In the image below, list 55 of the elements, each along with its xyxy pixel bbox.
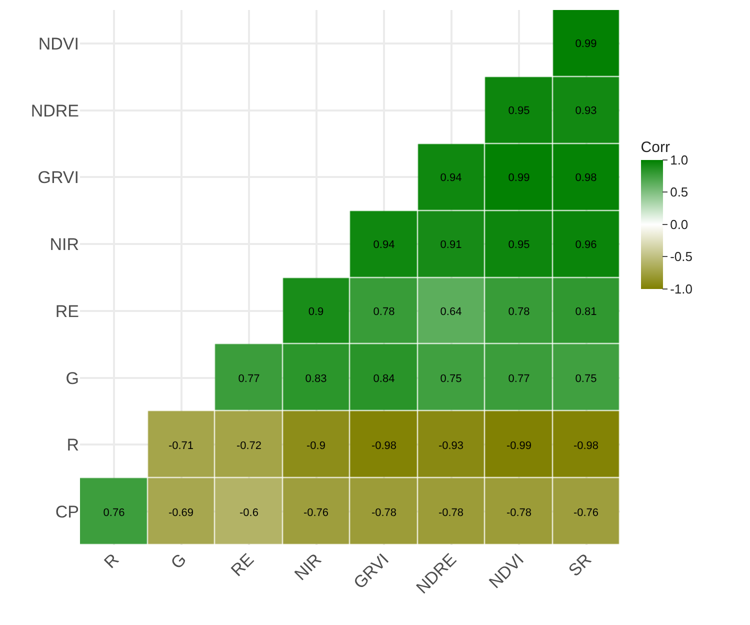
y-tick-label: G — [66, 368, 79, 388]
data-label: 0.95 — [508, 104, 530, 117]
data-label: 0.84 — [373, 372, 395, 385]
data-label: -0.98 — [573, 440, 599, 452]
data-label: 0.9 — [308, 306, 324, 318]
y-tick-label: RE — [55, 302, 79, 321]
color-bar-label: 1.0 — [670, 152, 688, 168]
data-label: -0.6 — [240, 506, 258, 519]
color-bar-label: 0.0 — [670, 216, 688, 232]
y-tick-label: NDVI — [38, 34, 79, 54]
color-bar-title: Corr — [640, 139, 670, 156]
color-bar-label: -1.0 — [670, 281, 693, 296]
data-label: 0.94 — [373, 238, 395, 251]
data-label: -0.76 — [303, 506, 329, 519]
y-tick-label: R — [66, 436, 79, 455]
data-label: -0.98 — [371, 440, 397, 452]
data-label: 0.98 — [575, 172, 597, 184]
data-label: 0.77 — [508, 372, 530, 385]
x-tick-label: RE — [227, 550, 258, 580]
data-label: -0.72 — [236, 440, 262, 452]
data-label: 0.93 — [575, 104, 597, 117]
data-label: 0.94 — [440, 172, 462, 184]
data-label: 0.96 — [575, 238, 597, 251]
data-label: 0.81 — [575, 306, 597, 318]
data-label: 0.95 — [508, 238, 530, 251]
data-label: -0.76 — [573, 506, 599, 519]
data-label: 0.78 — [508, 306, 530, 318]
x-tick-label: SR — [564, 550, 596, 580]
data-label: -0.78 — [506, 506, 532, 519]
data-label: -0.9 — [306, 440, 326, 452]
data-label: 0.77 — [238, 372, 260, 385]
data-label: -0.78 — [438, 506, 464, 519]
data-label: -0.78 — [371, 506, 397, 519]
data-label: 0.99 — [575, 38, 597, 50]
y-tick-label: GRVI — [38, 168, 79, 188]
data-label: 0.75 — [575, 372, 597, 385]
y-tick-label: NDRE — [30, 101, 79, 120]
y-tick-label: NIR — [50, 235, 79, 254]
x-tick-label: R — [100, 550, 123, 572]
color-bar-label: 0.5 — [670, 184, 688, 200]
data-label: 0.83 — [305, 372, 327, 385]
data-label: -0.99 — [506, 440, 532, 452]
color-bar-label: -0.5 — [670, 249, 693, 264]
y-tick-label: CP — [55, 502, 79, 522]
data-label: 0.91 — [440, 238, 462, 251]
data-label: 0.76 — [103, 506, 125, 519]
data-label: -0.93 — [438, 440, 464, 452]
x-tick-label: NIR — [290, 550, 326, 584]
x-tick-label: G — [167, 550, 190, 573]
data-label: 0.64 — [440, 306, 462, 318]
data-label: -0.69 — [168, 506, 194, 519]
data-label: 0.78 — [373, 306, 395, 318]
data-label: 0.99 — [508, 172, 530, 184]
data-label: 0.75 — [440, 372, 462, 385]
data-label: -0.71 — [168, 440, 194, 452]
